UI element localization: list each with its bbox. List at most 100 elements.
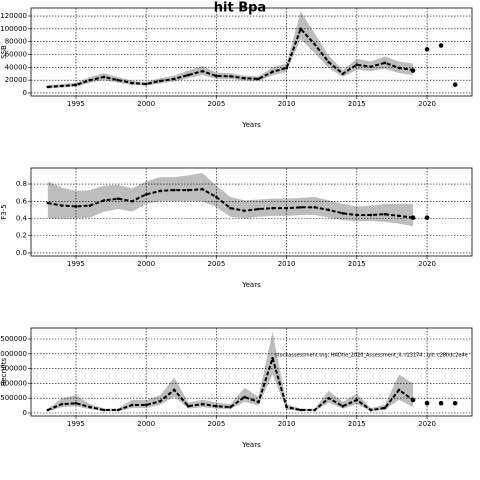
series-marker xyxy=(201,187,204,191)
projection-point xyxy=(452,82,458,87)
series-marker xyxy=(299,27,302,31)
projection-point xyxy=(438,43,444,48)
x-tick-label: 2020 xyxy=(418,260,436,268)
y-tick-label: 1000000 xyxy=(0,379,27,387)
y-axis-label: Recruits xyxy=(0,357,8,386)
series-marker xyxy=(46,201,50,205)
series-marker xyxy=(271,356,274,360)
confidence-band xyxy=(47,11,414,89)
y-tick-label: 0.0 xyxy=(16,249,27,257)
series-marker xyxy=(313,206,317,209)
series-marker xyxy=(201,402,204,406)
series-marker xyxy=(313,42,317,46)
series-marker xyxy=(60,84,64,88)
projection-point xyxy=(410,397,416,403)
series-marker xyxy=(257,207,260,211)
series-marker xyxy=(158,399,162,403)
series-marker xyxy=(383,61,387,65)
series-marker xyxy=(130,403,134,407)
series-marker xyxy=(397,214,401,218)
series-marker xyxy=(130,199,134,203)
series-marker xyxy=(130,81,134,85)
series-marker xyxy=(74,401,78,405)
y-tick-label: 500000 xyxy=(0,394,27,402)
series-marker xyxy=(355,398,359,402)
x-axis-label: Years xyxy=(241,281,261,289)
series-marker xyxy=(46,408,50,412)
series-marker xyxy=(271,206,274,210)
x-tick-label: 2010 xyxy=(278,420,296,428)
series-marker xyxy=(285,405,288,409)
series-marker xyxy=(172,77,176,81)
x-tick-label: 2010 xyxy=(278,260,296,268)
series-marker xyxy=(172,388,176,392)
y-tick-label: 80000 xyxy=(5,38,27,46)
x-axis-label: Years xyxy=(241,441,261,449)
projection-point xyxy=(410,215,416,220)
series-marker xyxy=(397,388,401,392)
x-tick-label: 2015 xyxy=(348,100,366,108)
plot-frame xyxy=(30,7,473,97)
series-marker xyxy=(102,75,106,79)
series-marker xyxy=(327,396,331,400)
x-tick-label: 2010 xyxy=(278,100,296,108)
y-tick-label: 0.2 xyxy=(16,232,27,240)
series-marker xyxy=(186,404,190,408)
series-marker xyxy=(383,212,387,216)
series-marker xyxy=(243,76,246,80)
confidence-band xyxy=(47,331,414,412)
series-marker xyxy=(74,83,78,87)
x-tick-label: 2020 xyxy=(418,100,436,108)
series-marker xyxy=(341,404,345,408)
y-tick-label: 0.8 xyxy=(16,180,27,188)
series-marker xyxy=(355,63,359,67)
x-tick-label: 2015 xyxy=(348,260,366,268)
series-marker xyxy=(215,74,218,78)
series-marker xyxy=(74,205,78,208)
projection-point xyxy=(410,68,416,73)
y-tick-label: 100000 xyxy=(0,25,27,33)
y-tick-label: 0.6 xyxy=(16,197,28,205)
series-marker xyxy=(116,78,120,82)
y-tick-label: 60000 xyxy=(5,51,27,59)
series-marker xyxy=(186,73,190,77)
series-marker xyxy=(144,403,148,407)
series-marker xyxy=(229,75,232,78)
projection-point xyxy=(424,400,430,406)
y-tick-label: 2500000 xyxy=(0,335,27,343)
series-marker xyxy=(116,197,120,200)
x-tick-label: 2020 xyxy=(418,420,436,428)
x-tick-label: 2000 xyxy=(137,260,155,268)
series-marker xyxy=(257,77,260,81)
series-marker xyxy=(299,408,302,412)
y-tick-label: 40000 xyxy=(5,63,27,71)
series-marker xyxy=(229,405,232,409)
series-marker xyxy=(355,213,359,217)
series-marker xyxy=(369,408,373,412)
x-tick-label: 2000 xyxy=(137,100,155,108)
series-marker xyxy=(88,78,92,82)
y-tick-label: 0.4 xyxy=(16,215,28,223)
x-tick-label: 2005 xyxy=(207,260,225,268)
series-marker xyxy=(397,66,401,70)
series-marker xyxy=(60,204,64,207)
x-tick-label: 2015 xyxy=(348,420,366,428)
y-axis-label: F3-5 xyxy=(0,204,8,219)
y-tick-label: 0 xyxy=(23,89,27,97)
series-marker xyxy=(243,209,246,213)
series-marker xyxy=(313,408,317,412)
x-tick-label: 1995 xyxy=(67,260,85,268)
series-marker xyxy=(46,85,50,89)
series-marker xyxy=(257,400,260,404)
y-tick-label: 120000 xyxy=(0,12,27,20)
series-marker xyxy=(327,60,331,64)
series-marker xyxy=(299,206,302,209)
series-marker xyxy=(172,188,176,192)
series-marker xyxy=(144,82,148,86)
plot-frame xyxy=(30,327,473,417)
y-axis-label: SSB xyxy=(0,45,8,59)
series-marker xyxy=(229,206,232,210)
x-tick-label: 1995 xyxy=(67,100,85,108)
series-marker xyxy=(369,213,373,217)
